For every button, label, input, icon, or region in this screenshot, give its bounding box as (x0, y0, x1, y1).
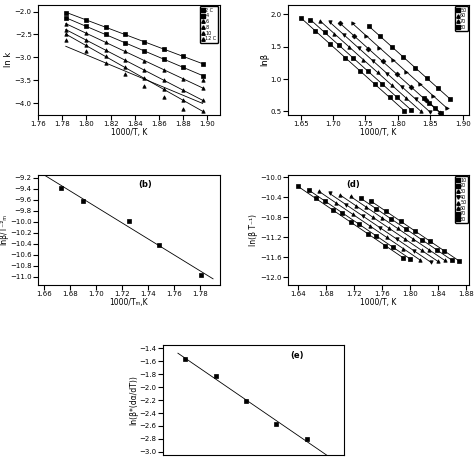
Y-axis label: ln(β T⁻¹): ln(β T⁻¹) (249, 214, 258, 246)
Text: (d): (d) (346, 181, 359, 190)
X-axis label: 1000/Tₘ,K: 1000/Tₘ,K (109, 299, 148, 308)
Y-axis label: lnβ/T⁻²ₘ: lnβ/T⁻²ₘ (0, 214, 9, 246)
Y-axis label: ln k: ln k (4, 52, 13, 67)
Y-axis label: ln(β*(dα/dT)): ln(β*(dα/dT)) (129, 375, 138, 425)
X-axis label: 1000/T, K: 1000/T, K (360, 299, 397, 308)
Legend: 2 C, 4, 6, 8, 10, 12 C: 2 C, 4, 6, 8, 10, 12 C (200, 6, 218, 43)
Text: (e): (e) (290, 351, 303, 360)
X-axis label: 1000/T, K: 1000/T, K (110, 128, 147, 137)
Text: (b): (b) (138, 181, 152, 190)
X-axis label: 1000/T, K: 1000/T, K (360, 128, 397, 137)
Legend: 50, 60, 70, 80: 50, 60, 70, 80 (455, 6, 468, 31)
Y-axis label: lnβ: lnβ (260, 53, 269, 66)
Legend: 10, 20, 30, 40, 50, 60, 70, 80: 10, 20, 30, 40, 50, 60, 70, 80 (455, 176, 468, 223)
